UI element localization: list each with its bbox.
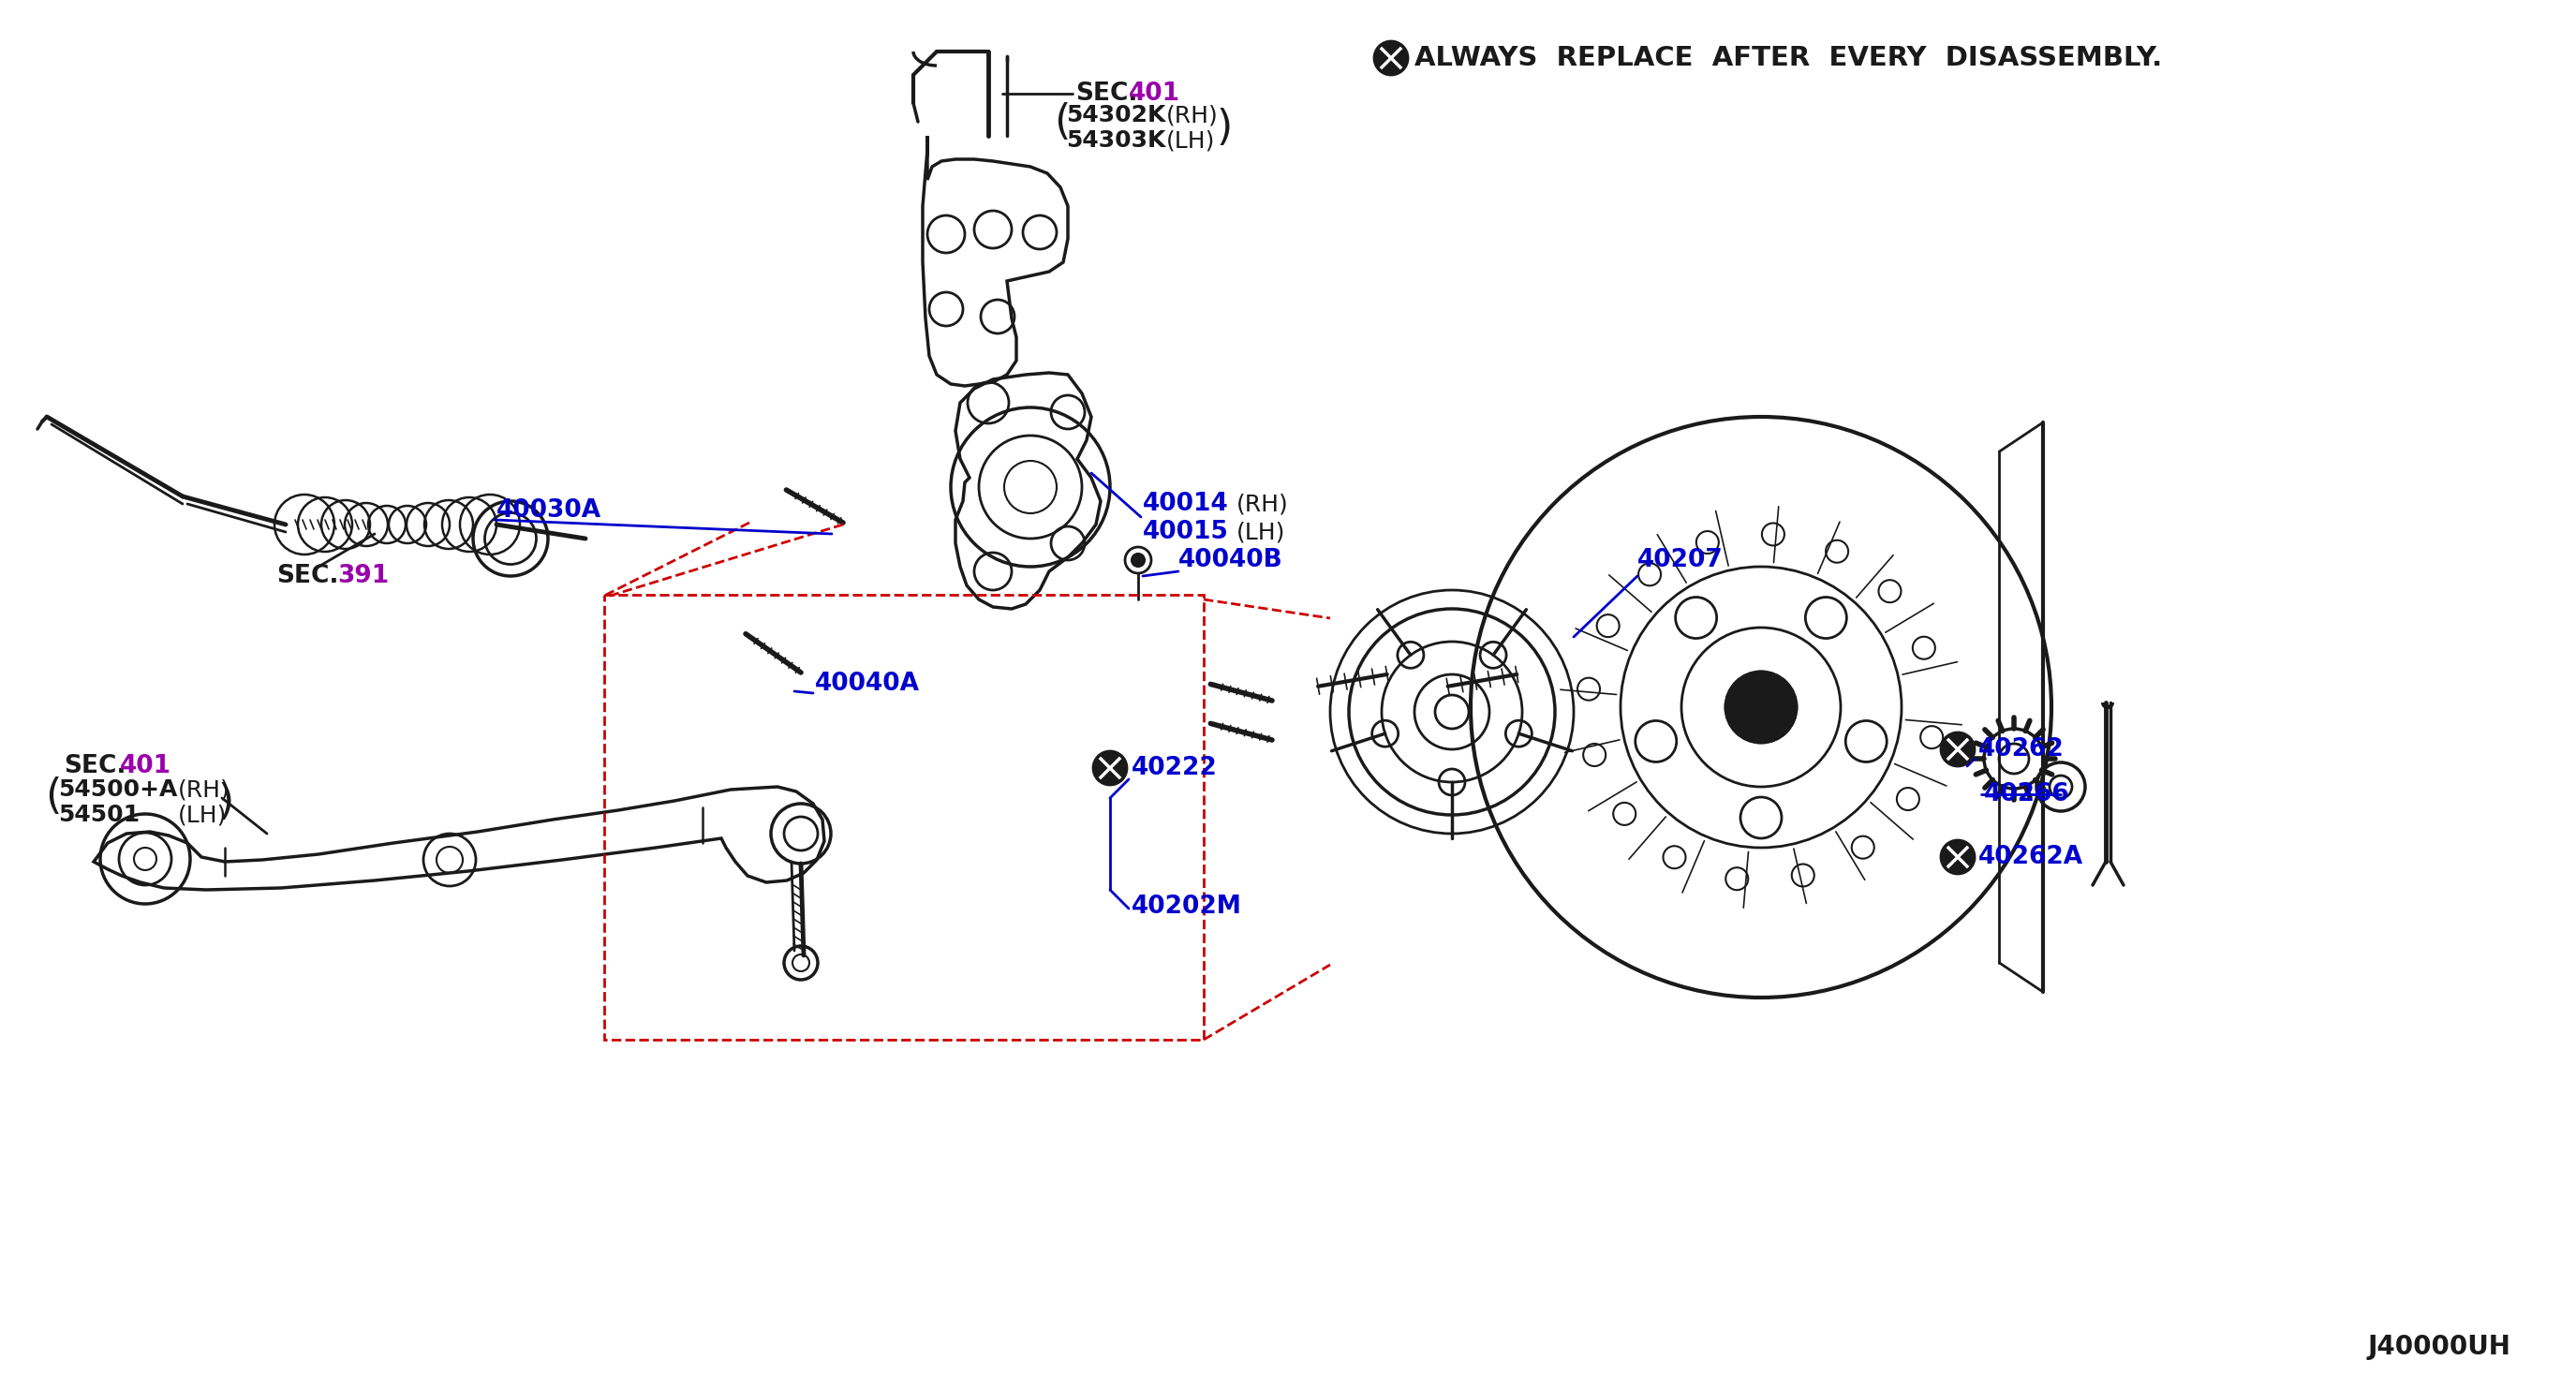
Text: 401: 401 bbox=[121, 753, 173, 778]
Text: 40040B: 40040B bbox=[1177, 548, 1283, 573]
Text: 40222: 40222 bbox=[1131, 756, 1218, 780]
Text: 40030A: 40030A bbox=[497, 498, 603, 523]
Circle shape bbox=[1940, 733, 1976, 766]
Text: 54302K: 54302K bbox=[1066, 104, 1164, 126]
Text: ): ) bbox=[216, 781, 234, 821]
Text: 54501: 54501 bbox=[59, 803, 139, 826]
Text: ALWAYS  REPLACE  AFTER  EVERY  DISASSEMBLY.: ALWAYS REPLACE AFTER EVERY DISASSEMBLY. bbox=[1414, 44, 2161, 71]
Text: (LH): (LH) bbox=[1167, 129, 1216, 152]
Text: (: ( bbox=[1054, 101, 1069, 142]
Text: 54303K: 54303K bbox=[1066, 129, 1164, 152]
Text: 54500+A: 54500+A bbox=[59, 778, 178, 801]
Text: 40207: 40207 bbox=[1638, 548, 1723, 573]
Text: 40015: 40015 bbox=[1144, 520, 1229, 545]
Text: (LH): (LH) bbox=[1236, 521, 1285, 543]
Circle shape bbox=[1131, 553, 1144, 567]
Text: 391: 391 bbox=[337, 564, 389, 588]
Text: 40040A: 40040A bbox=[814, 671, 920, 696]
Text: (RH): (RH) bbox=[1236, 492, 1288, 516]
Circle shape bbox=[1373, 42, 1409, 75]
Text: SEC.: SEC. bbox=[1074, 82, 1139, 106]
Circle shape bbox=[1940, 840, 1976, 874]
Text: SEC.: SEC. bbox=[64, 753, 126, 778]
Text: SEC.: SEC. bbox=[276, 564, 337, 588]
Text: (: ( bbox=[44, 776, 62, 816]
Text: 40262: 40262 bbox=[1978, 737, 2063, 762]
Text: ): ) bbox=[1216, 107, 1231, 147]
Text: 40266: 40266 bbox=[1984, 783, 2071, 806]
Text: 40014: 40014 bbox=[1144, 492, 1229, 516]
Text: (LH): (LH) bbox=[178, 803, 227, 826]
Text: (RH): (RH) bbox=[1167, 104, 1218, 126]
Circle shape bbox=[1726, 671, 1795, 742]
Circle shape bbox=[1092, 751, 1126, 785]
Text: 40262A: 40262A bbox=[1978, 845, 2084, 869]
Text: 401: 401 bbox=[1128, 82, 1180, 106]
Text: 40202M: 40202M bbox=[1131, 895, 1242, 919]
Text: J40000UH: J40000UH bbox=[2367, 1334, 2512, 1359]
Text: (RH): (RH) bbox=[178, 778, 229, 801]
